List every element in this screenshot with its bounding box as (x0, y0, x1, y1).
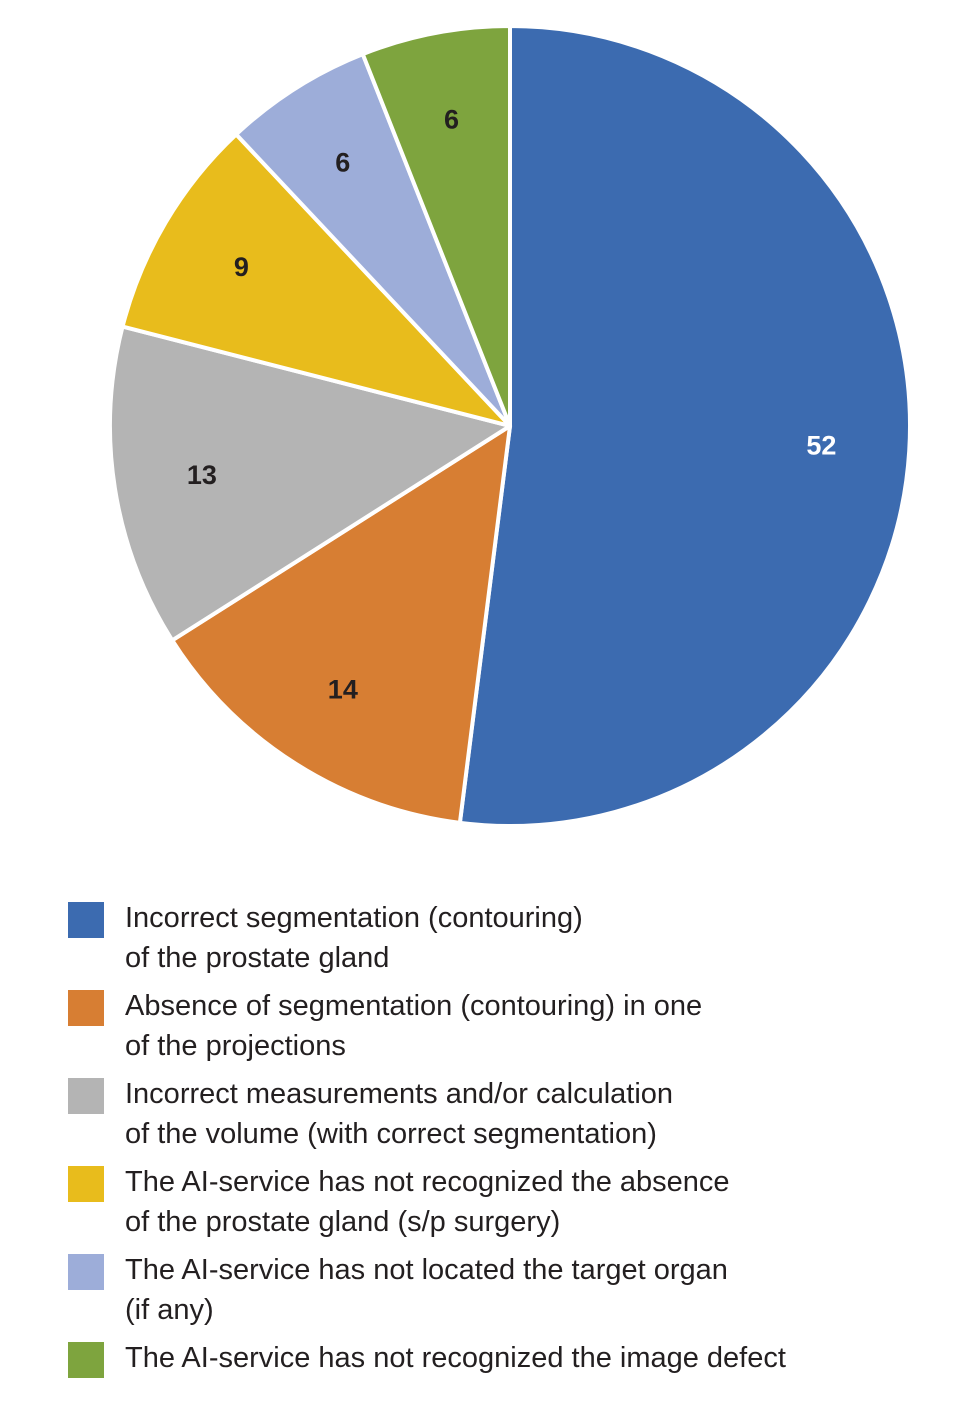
legend-item: The AI-service has not recognized the im… (68, 1338, 938, 1378)
slice-value-label: 13 (187, 460, 217, 490)
legend-swatch (68, 902, 104, 938)
slice-value-label: 6 (335, 148, 350, 178)
pie-slice (120, 132, 512, 428)
legend: Incorrect segmentation (contouring) of t… (68, 898, 938, 1386)
pie-chart-svg: 52 14 13 9 6 6 (108, 24, 912, 828)
legend-label: Incorrect segmentation (contouring) of t… (125, 902, 583, 974)
slice-value-label: 6 (444, 105, 459, 135)
legend-label: Absence of segmentation (contouring) in … (125, 990, 703, 1062)
legend-label: Incorrect measurements and/or calculatio… (125, 1078, 674, 1150)
legend-item: Incorrect measurements and/or calculatio… (68, 1074, 938, 1154)
legend-swatch (68, 1078, 104, 1114)
legend-swatch (68, 1254, 104, 1290)
legend-swatch (68, 990, 104, 1026)
slice-value-label: 52 (806, 431, 836, 461)
legend-label: The AI-service has not recognized the ab… (125, 1166, 730, 1238)
pie-slice (108, 324, 512, 643)
legend-swatch (68, 1342, 104, 1378)
pie-slice (170, 424, 512, 825)
legend-label: The AI-service has not located the targe… (125, 1254, 728, 1326)
legend-item: The AI-service has not recognized the ab… (68, 1162, 938, 1242)
legend-label: The AI-service has not recognized the im… (125, 1342, 786, 1374)
legend-item: Absence of segmentation (contouring) in … (68, 986, 938, 1066)
legend-swatch (68, 1166, 104, 1202)
pie-slice (360, 24, 512, 428)
slice-value-label: 14 (328, 674, 358, 704)
slice-value-label: 9 (234, 252, 249, 282)
legend-item: Incorrect segmentation (contouring) of t… (68, 898, 938, 978)
legend-item: The AI-service has not located the targe… (68, 1250, 938, 1330)
pie-slice (234, 52, 512, 428)
pie-slice (457, 24, 912, 828)
pie-chart: 52 14 13 9 6 6 (108, 24, 912, 828)
